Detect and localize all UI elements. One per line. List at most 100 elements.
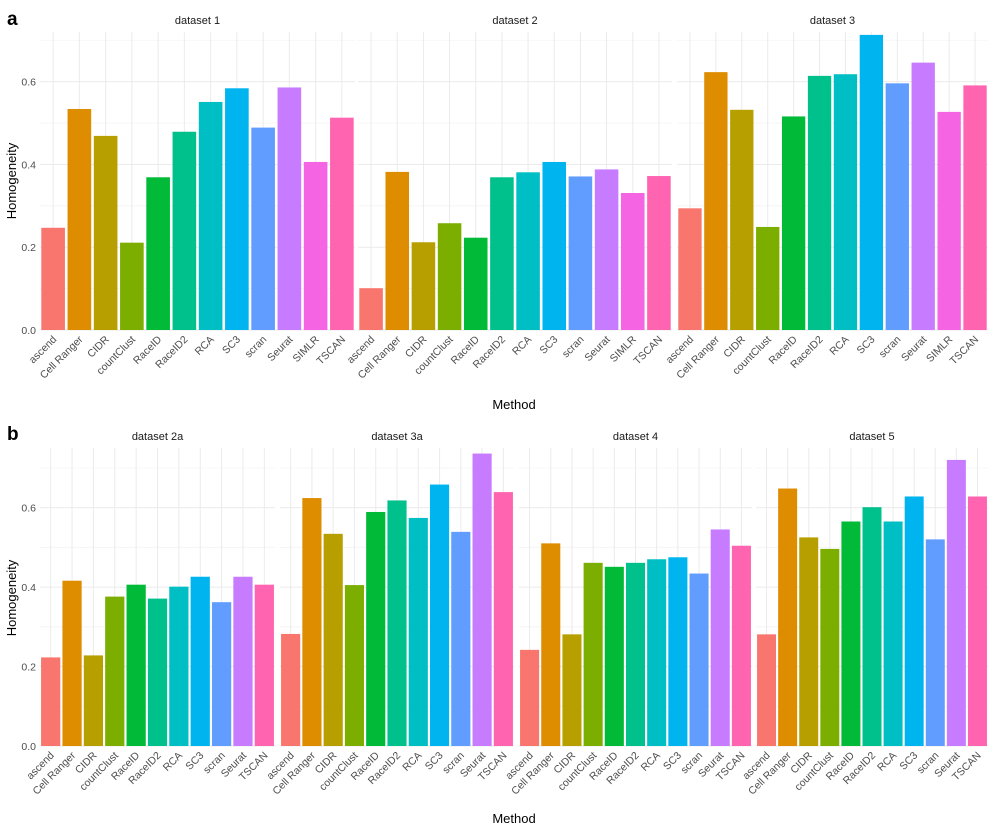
facet-title: dataset 2 [492,15,537,27]
bar-ascend [678,208,702,330]
y-tick-label: 0.4 [21,159,36,171]
bar-seurat [911,62,935,330]
y-tick-label: 0.2 [21,242,36,254]
bar-tscan [254,584,274,746]
bar-raceid [841,521,861,746]
bar-seurat [233,576,253,746]
bar-sc3 [904,496,924,746]
facet-title: dataset 3 [810,15,855,27]
bar-raceid [146,177,170,330]
bar-ascend [281,633,301,746]
bar-cidr [562,634,582,746]
bar-rca [516,172,540,330]
bar-raceid2 [490,177,514,330]
bar-countclust [344,585,365,746]
bar-cell-ranger [67,108,92,330]
facet-title: dataset 5 [849,431,894,443]
bar-countclust [756,226,780,330]
bar-raceid [126,584,146,746]
bar-rca [408,517,428,746]
bar-cell-ranger [541,543,561,746]
bar-tscan [330,117,354,330]
bar-cell-ranger [704,72,728,331]
bar-raceid2 [147,598,168,746]
bar-scran [885,83,909,330]
bar-countclust [437,223,462,330]
bar-tscan [647,176,671,330]
bar-simlr [620,193,645,330]
bar-rca [833,74,858,330]
bar-scran [211,602,232,746]
y-tick-label: 0.6 [21,503,36,515]
bar-cell-ranger [385,171,410,330]
bar-raceid [604,566,624,746]
bar-rca [647,559,667,746]
bar-raceid2 [387,500,407,746]
bar-rca [883,521,903,746]
bar-cidr [411,242,436,330]
bar-countclust [105,596,125,746]
bar-seurat [277,87,302,330]
bar-raceid [366,511,386,746]
bar-cell-ranger [778,488,798,746]
bar-scran [689,573,709,746]
y-tick-label: 0.4 [21,582,36,594]
panel-letter: b [7,424,19,445]
bar-scran [568,176,593,330]
bar-raceid [463,237,488,330]
panel-letter: a [7,9,18,30]
bar-tscan [963,85,987,331]
bar-cidr [83,655,104,746]
bar-ascend [359,288,383,330]
y-tick-label: 0.0 [21,325,36,337]
bar-scran [251,127,275,330]
bar-rca [169,586,189,746]
bar-raceid2 [807,75,832,330]
bar-raceid2 [172,131,197,330]
bar-simlr [303,161,328,330]
facet-title: dataset 4 [613,431,658,443]
bar-raceid [781,116,806,330]
bar-cidr [730,109,754,330]
x-axis-title: Method [492,397,535,412]
bar-simlr [937,111,961,330]
bar-seurat [472,453,492,746]
bar-sc3 [542,161,567,330]
bar-ascend [41,657,61,746]
bar-cidr [93,135,118,330]
bar-ascend [520,649,540,746]
bar-cidr [799,537,819,746]
y-axis-title: Homogeneity [4,142,19,219]
y-tick-label: 0.6 [21,77,36,89]
facet-title: dataset 1 [175,15,220,27]
bar-ascend [41,227,65,330]
bar-scran [451,531,471,746]
bar-tscan [731,545,751,746]
bar-raceid2 [862,507,882,746]
bar-raceid2 [625,562,646,746]
bar-scran [925,539,945,746]
y-tick-label: 0.2 [21,662,36,674]
bar-sc3 [225,88,249,331]
bar-seurat [594,169,619,330]
bar-sc3 [859,34,884,331]
bar-sc3 [668,557,688,746]
bar-rca [198,101,223,330]
bar-seurat [946,459,966,746]
bar-countclust [583,562,603,746]
facet-title: dataset 2a [132,431,184,443]
bar-seurat [710,529,730,746]
bar-cidr [323,533,343,746]
bar-tscan [493,492,513,746]
bar-countclust [820,548,840,746]
bar-cell-ranger [62,580,82,746]
bar-ascend [757,634,777,746]
x-axis-title: Method [492,811,535,826]
bar-sc3 [429,484,450,746]
facet-title: dataset 3a [371,431,423,443]
bar-sc3 [190,576,210,746]
bar-cell-ranger [302,498,322,746]
bar-tscan [967,496,987,746]
